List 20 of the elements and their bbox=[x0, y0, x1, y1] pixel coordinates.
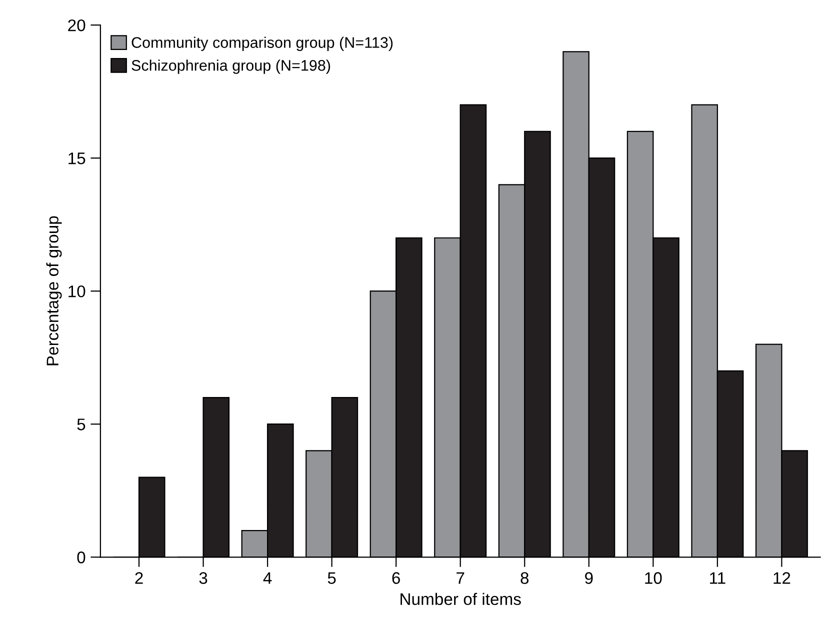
x-tick-label: 7 bbox=[456, 572, 464, 584]
y-axis-title: Percentage of group bbox=[46, 216, 62, 366]
x-tick-label: 2 bbox=[135, 572, 143, 584]
x-tick-label: 12 bbox=[774, 572, 790, 584]
y-tick-label: 15 bbox=[68, 152, 86, 164]
legend-label: Schizophrenia group (N=198) bbox=[132, 60, 330, 74]
legend-label: Community comparison group (N=113) bbox=[132, 36, 393, 51]
x-tick-label: 8 bbox=[520, 572, 529, 584]
y-tick-label: 20 bbox=[68, 19, 86, 32]
x-axis-title: Number of items bbox=[400, 592, 521, 606]
y-tick-label: 5 bbox=[77, 418, 86, 430]
x-tick-label: 5 bbox=[328, 572, 336, 584]
x-tick-label: 4 bbox=[263, 572, 272, 584]
x-tick-label: 3 bbox=[199, 572, 208, 584]
y-tick-label: 0 bbox=[77, 552, 86, 564]
x-tick-label: 11 bbox=[710, 572, 726, 584]
x-tick-label: 9 bbox=[585, 572, 593, 584]
x-tick-label: 10 bbox=[645, 572, 662, 584]
x-tick-label: 6 bbox=[392, 572, 400, 584]
y-tick-label: 10 bbox=[68, 285, 86, 298]
